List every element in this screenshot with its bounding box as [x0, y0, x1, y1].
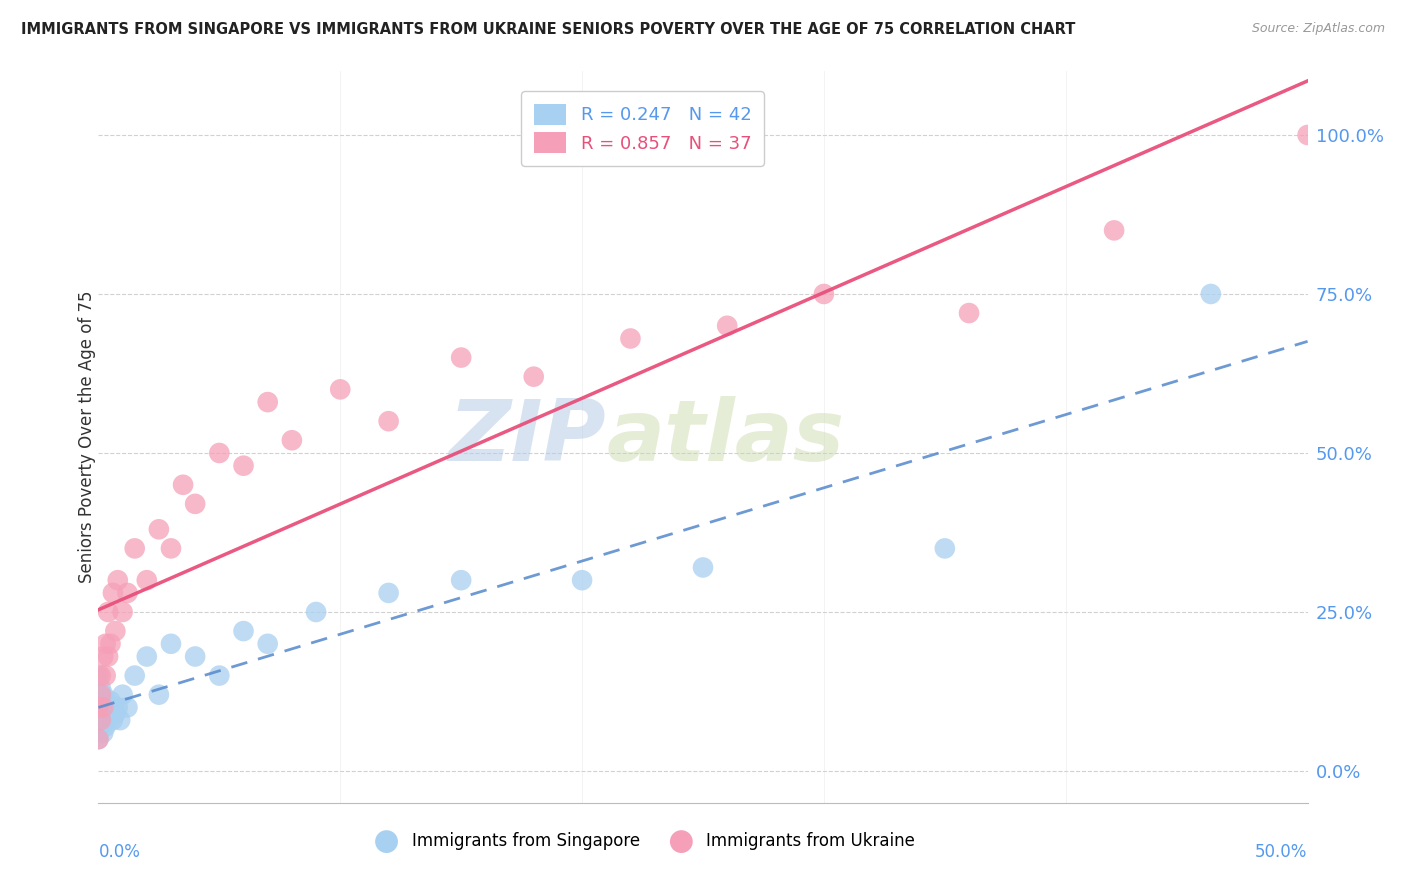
Point — [1102, 223, 1125, 237]
Point — [100, 694, 122, 708]
Point — [124, 541, 146, 556]
Point — [107, 573, 129, 587]
Point — [619, 331, 641, 345]
Point — [172, 477, 194, 491]
Point — [256, 395, 278, 409]
Point — [101, 713, 124, 727]
Point — [232, 624, 254, 638]
Point — [100, 706, 122, 721]
Point — [813, 287, 835, 301]
Point — [104, 624, 127, 638]
Point — [87, 668, 110, 682]
Point — [523, 369, 546, 384]
Point — [571, 573, 593, 587]
Point — [1296, 128, 1319, 142]
Point — [716, 318, 738, 333]
Point — [208, 446, 231, 460]
Point — [90, 719, 112, 733]
Y-axis label: Seniors Poverty Over the Age of 75: Seniors Poverty Over the Age of 75 — [79, 291, 96, 583]
Point — [135, 649, 157, 664]
Point — [87, 732, 110, 747]
Point — [108, 713, 131, 727]
Point — [90, 681, 112, 696]
Point — [377, 586, 399, 600]
Point — [94, 668, 117, 682]
Point — [97, 713, 120, 727]
Point — [117, 586, 139, 600]
Point — [91, 700, 114, 714]
Point — [305, 605, 328, 619]
Point — [91, 726, 114, 740]
Text: 50.0%: 50.0% — [1256, 843, 1308, 861]
Point — [87, 700, 110, 714]
Point — [281, 434, 304, 448]
Point — [90, 713, 112, 727]
Point — [148, 688, 170, 702]
Point — [91, 713, 114, 727]
Point — [97, 649, 120, 664]
Point — [111, 605, 134, 619]
Point — [256, 637, 278, 651]
Point — [87, 732, 110, 747]
Point — [101, 700, 124, 714]
Point — [91, 688, 114, 702]
Point — [160, 541, 183, 556]
Point — [232, 458, 254, 473]
Point — [107, 700, 129, 714]
Point — [97, 700, 120, 714]
Point — [87, 688, 110, 702]
Point — [160, 637, 183, 651]
Point — [117, 700, 139, 714]
Point — [377, 414, 399, 428]
Point — [450, 573, 472, 587]
Legend: Immigrants from Singapore, Immigrants from Ukraine: Immigrants from Singapore, Immigrants fr… — [363, 825, 922, 856]
Point — [87, 700, 110, 714]
Point — [148, 522, 170, 536]
Point — [934, 541, 956, 556]
Point — [104, 706, 127, 721]
Point — [450, 351, 472, 365]
Point — [94, 637, 117, 651]
Text: Source: ZipAtlas.com: Source: ZipAtlas.com — [1251, 22, 1385, 36]
Point — [184, 497, 207, 511]
Point — [135, 573, 157, 587]
Point — [94, 694, 117, 708]
Point — [957, 306, 980, 320]
Point — [184, 649, 207, 664]
Point — [329, 383, 352, 397]
Point — [91, 649, 114, 664]
Text: ZIP: ZIP — [449, 395, 606, 479]
Text: 0.0%: 0.0% — [98, 843, 141, 861]
Point — [124, 668, 146, 682]
Point — [1199, 287, 1222, 301]
Point — [90, 694, 112, 708]
Point — [692, 560, 714, 574]
Text: IMMIGRANTS FROM SINGAPORE VS IMMIGRANTS FROM UKRAINE SENIORS POVERTY OVER THE AG: IMMIGRANTS FROM SINGAPORE VS IMMIGRANTS … — [21, 22, 1076, 37]
Point — [101, 586, 124, 600]
Point — [91, 700, 114, 714]
Point — [100, 637, 122, 651]
Point — [90, 668, 112, 682]
Point — [90, 706, 112, 721]
Point — [111, 688, 134, 702]
Point — [87, 713, 110, 727]
Point — [94, 706, 117, 721]
Text: atlas: atlas — [606, 395, 845, 479]
Point — [208, 668, 231, 682]
Point — [94, 719, 117, 733]
Point — [97, 605, 120, 619]
Point — [90, 688, 112, 702]
